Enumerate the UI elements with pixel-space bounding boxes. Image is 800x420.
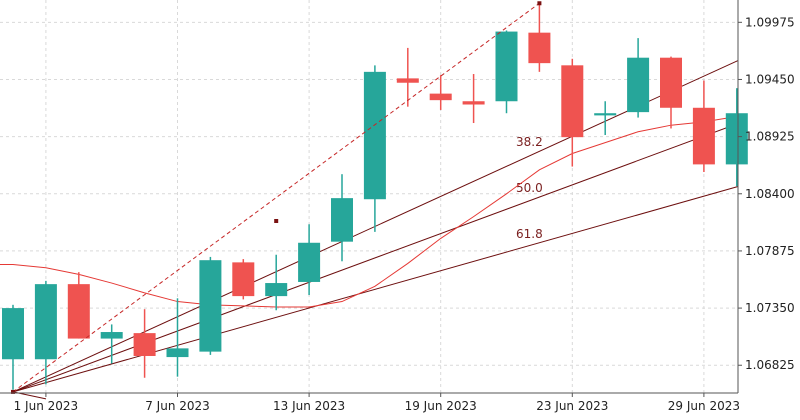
trend-line-handle[interactable]	[274, 218, 279, 223]
x-tick-label: 1 Jun 2023	[14, 399, 79, 413]
candle-body	[166, 348, 189, 358]
candle-body	[363, 71, 386, 200]
candle-body	[495, 31, 518, 102]
x-tick-label: 29 Jun 2023	[668, 399, 740, 413]
candle-body	[67, 284, 90, 339]
candle-body	[561, 65, 584, 138]
candle-body	[34, 284, 57, 360]
candle-body	[594, 113, 617, 116]
y-tick-label: 1.09975	[745, 15, 795, 29]
y-tick-label: 1.08400	[745, 187, 795, 201]
x-tick-label: 13 Jun 2023	[273, 399, 345, 413]
fan-level-label: 61.8	[516, 227, 543, 241]
y-tick-label: 1.06825	[745, 358, 795, 372]
candle-body	[2, 308, 24, 360]
y-tick-label: 1.08925	[745, 130, 795, 144]
candle-body	[265, 283, 288, 297]
x-tick-label: 19 Jun 2023	[405, 399, 477, 413]
candle-body	[133, 333, 156, 356]
fan-line-61-8[interactable]	[12, 186, 739, 393]
candle-body	[627, 57, 650, 113]
candle-body	[100, 332, 123, 339]
candle-body	[232, 262, 255, 297]
trend-line-handle[interactable]	[537, 1, 542, 6]
axis-layer: 1.09975 1.09450 1.08925 1.08400 1.07875 1.073…	[0, 0, 795, 413]
candle-body	[331, 198, 353, 242]
candle-body	[725, 113, 748, 165]
fan-level-label: 38.2	[516, 135, 543, 149]
x-tick-label: 23 Jun 2023	[536, 399, 608, 413]
y-tick-label: 1.07350	[745, 301, 795, 315]
candle-body	[692, 107, 715, 165]
candles-layer	[2, 3, 748, 390]
fan-level-label: 50.0	[516, 181, 543, 195]
moving-average-line	[0, 115, 737, 308]
moving-average-layer	[0, 115, 737, 308]
trend-line-handle[interactable]	[11, 389, 15, 394]
candle-body	[396, 78, 419, 83]
x-tick-label: 7 Jun 2023	[145, 399, 210, 413]
candle-body	[298, 242, 321, 282]
y-tick-label: 1.09450	[745, 72, 795, 86]
candle-body	[660, 57, 682, 108]
trend-line[interactable]	[12, 2, 540, 393]
candle-body	[462, 101, 485, 105]
candle-body	[528, 32, 551, 64]
trend-line-layer[interactable]	[11, 1, 542, 394]
y-tick-label: 1.07875	[745, 244, 795, 258]
candle-body	[199, 260, 222, 352]
candle-body	[429, 93, 452, 101]
